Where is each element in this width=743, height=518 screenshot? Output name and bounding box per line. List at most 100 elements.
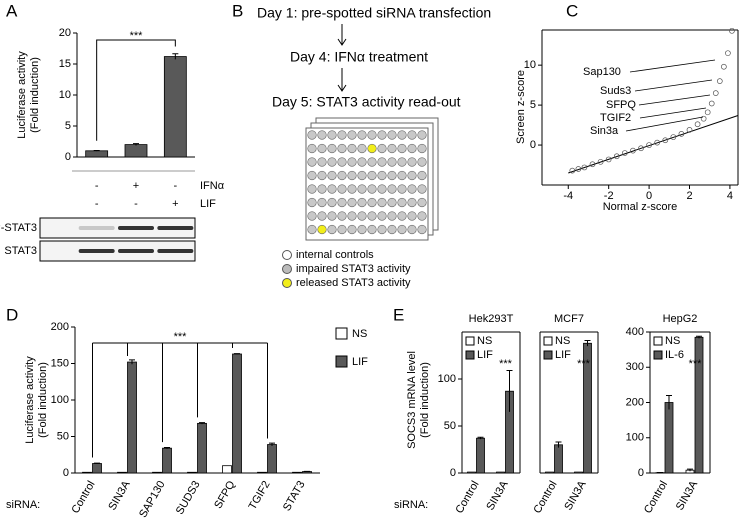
- well: [337, 157, 347, 167]
- legend-marker: [282, 278, 292, 288]
- well: [377, 224, 387, 235]
- well: [417, 130, 427, 140]
- well: [417, 184, 427, 194]
- significance: ***: [174, 331, 188, 343]
- y-axis-label: Luciferase activity: [24, 356, 36, 444]
- arrow: [337, 68, 347, 92]
- bar: [292, 471, 302, 474]
- bar: [222, 465, 232, 474]
- y-tick-label: 0: [530, 139, 536, 151]
- well: [417, 197, 427, 208]
- step: Day 5: STAT3 activity read-out: [272, 94, 461, 110]
- condition-sign: +: [172, 198, 178, 210]
- error-bar: [93, 149, 100, 152]
- reference-line: [568, 115, 739, 174]
- y-tick-label: 5: [65, 120, 71, 132]
- well: [347, 130, 357, 140]
- error-bar: [584, 339, 591, 347]
- x-tick-label: SIN3A: [562, 478, 589, 512]
- legend-label: NS: [477, 335, 492, 347]
- well: [337, 224, 347, 235]
- well: [397, 197, 407, 208]
- blot-band: [157, 226, 194, 230]
- x-tick-label: Control: [69, 479, 97, 516]
- leader-line: [639, 107, 707, 119]
- bar: [476, 437, 485, 474]
- x-tick-label: SFPQ: [212, 479, 238, 511]
- subplot-title: HepG2: [663, 313, 698, 325]
- well: [327, 170, 337, 181]
- panel-letter: D: [6, 305, 18, 324]
- bar: [232, 353, 242, 474]
- well: [407, 211, 417, 221]
- well: [317, 157, 327, 167]
- error-bar: [477, 436, 484, 440]
- legend-swatch: [543, 336, 553, 346]
- condition-sign: -: [95, 180, 99, 192]
- well: [407, 224, 417, 235]
- panel-letter: B: [232, 1, 243, 20]
- well: [397, 224, 407, 235]
- well: [307, 184, 317, 194]
- bar: [545, 471, 554, 474]
- x-tick-label: STAT3: [281, 479, 308, 513]
- well: [367, 211, 377, 221]
- point: [686, 127, 693, 133]
- well: [307, 157, 317, 167]
- well: [367, 184, 377, 194]
- well: [357, 197, 367, 208]
- bar: [162, 447, 172, 474]
- error-bar: [687, 468, 693, 472]
- well: [337, 211, 347, 221]
- well: [397, 130, 407, 140]
- y-tick-label: 100: [626, 432, 644, 444]
- error-bar: [94, 462, 100, 464]
- y-tick-label: 100: [51, 394, 69, 406]
- well: [407, 130, 417, 140]
- point: [621, 150, 628, 156]
- error-bar: [506, 370, 513, 412]
- y-axis-label: Luciferase activity: [16, 51, 28, 139]
- point: [678, 131, 685, 137]
- y-tick-label: 0: [65, 151, 71, 163]
- point: [716, 78, 723, 84]
- y-tick-label: 300: [626, 361, 644, 373]
- blot: [39, 240, 196, 262]
- bar: [127, 361, 137, 474]
- y-tick-label: 20: [59, 27, 71, 39]
- point: [597, 158, 604, 165]
- condition-sign: -: [173, 180, 177, 192]
- condition-name: LIF: [200, 198, 216, 210]
- step: Day 1: pre-spotted siRNA transfection: [257, 5, 491, 21]
- error-bar: [129, 359, 135, 365]
- point: [704, 109, 711, 116]
- well: [357, 224, 367, 235]
- error-bar: [133, 143, 139, 146]
- legend-label: LIF: [555, 349, 571, 361]
- legend-label: internal controls: [296, 249, 374, 261]
- well: [387, 224, 397, 235]
- panel-letter: E: [393, 305, 404, 324]
- well: [367, 224, 377, 235]
- well: [417, 157, 427, 167]
- error-bar: [234, 353, 240, 355]
- point: [654, 139, 661, 146]
- bar: [267, 444, 277, 474]
- y-tick-label: 50: [444, 420, 456, 432]
- gene-label: Sap130: [583, 66, 621, 78]
- panel-letter: A: [6, 1, 18, 20]
- subplot-title: MCF7: [554, 313, 584, 325]
- legend-label: LIF: [477, 349, 493, 361]
- well: [307, 170, 317, 181]
- well: [347, 197, 357, 208]
- well: [397, 157, 407, 167]
- well: [367, 143, 377, 154]
- x-tick-label: Control: [453, 479, 481, 516]
- point: [725, 50, 731, 57]
- well: [347, 211, 357, 221]
- well: [317, 197, 327, 208]
- step: Day 4: IFNα treatment: [290, 49, 428, 65]
- condition-name: IFNα: [200, 180, 225, 192]
- bar: [82, 471, 92, 474]
- well: [417, 224, 427, 235]
